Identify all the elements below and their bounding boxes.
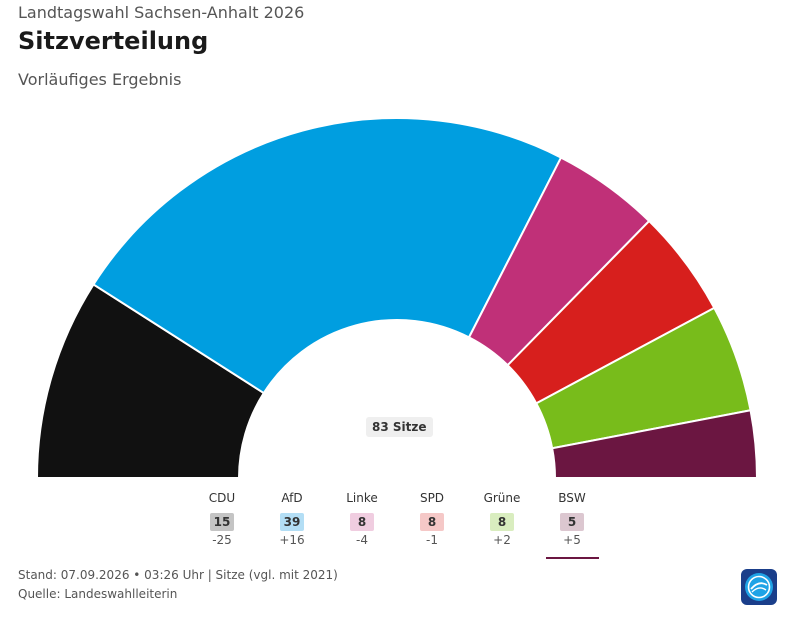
legend-party-name: CDU — [208, 491, 236, 505]
legend-party-name: BSW — [558, 491, 586, 505]
highlight-underline — [546, 557, 599, 559]
tagesschau-logo-icon[interactable] — [741, 569, 777, 605]
chart-kicker: Landtagswahl Sachsen-Anhalt 2026 — [18, 3, 305, 22]
legend-seat-change: +5 — [563, 533, 581, 547]
legend-seat-count: 8 — [350, 513, 374, 531]
chart-subtitle: Vorläufiges Ergebnis — [18, 70, 182, 89]
legend-item-bsw: BSW 5 +5 — [542, 490, 602, 547]
seat-slice-afd — [92, 117, 563, 395]
legend-seat-change: -25 — [212, 533, 232, 547]
legend-seat-count: 8 — [490, 513, 514, 531]
chart-title: Sitzverteilung — [18, 27, 209, 55]
seat-distribution-chart — [35, 117, 759, 479]
legend-seat-change: -1 — [426, 533, 438, 547]
seat-slice-bsw — [551, 409, 759, 479]
legend: CDU 15 -25 AfD 39 +16 Linke 8 -4 SPD 8 -1 Grüne 8 +2 BS… — [0, 490, 786, 562]
legend-party-name: Grüne — [483, 491, 521, 505]
legend-item-afd: AfD 39 +16 — [262, 490, 322, 547]
legend-item-cdu: CDU 15 -25 — [192, 490, 252, 547]
total-seats-label: 83 Sitze — [366, 417, 433, 437]
legend-seat-change: +2 — [493, 533, 511, 547]
legend-seat-count: 5 — [560, 513, 584, 531]
footer-source: Quelle: Landeswahlleiterin — [18, 587, 178, 601]
legend-item-linke: Linke 8 -4 — [332, 490, 392, 547]
legend-party-name: SPD — [419, 491, 445, 505]
legend-item-spd: SPD 8 -1 — [402, 490, 462, 547]
footer-stand: Stand: 07.09.2026 • 03:26 Uhr | Sitze (v… — [18, 568, 338, 582]
legend-party-name: AfD — [281, 491, 303, 505]
legend-seat-change: -4 — [356, 533, 368, 547]
legend-item-gr-ne: Grüne 8 +2 — [472, 490, 532, 547]
legend-seat-count: 15 — [210, 513, 234, 531]
legend-party-name: Linke — [346, 491, 378, 505]
legend-seat-change: +16 — [279, 533, 305, 547]
legend-seat-count: 39 — [280, 513, 304, 531]
legend-seat-count: 8 — [420, 513, 444, 531]
